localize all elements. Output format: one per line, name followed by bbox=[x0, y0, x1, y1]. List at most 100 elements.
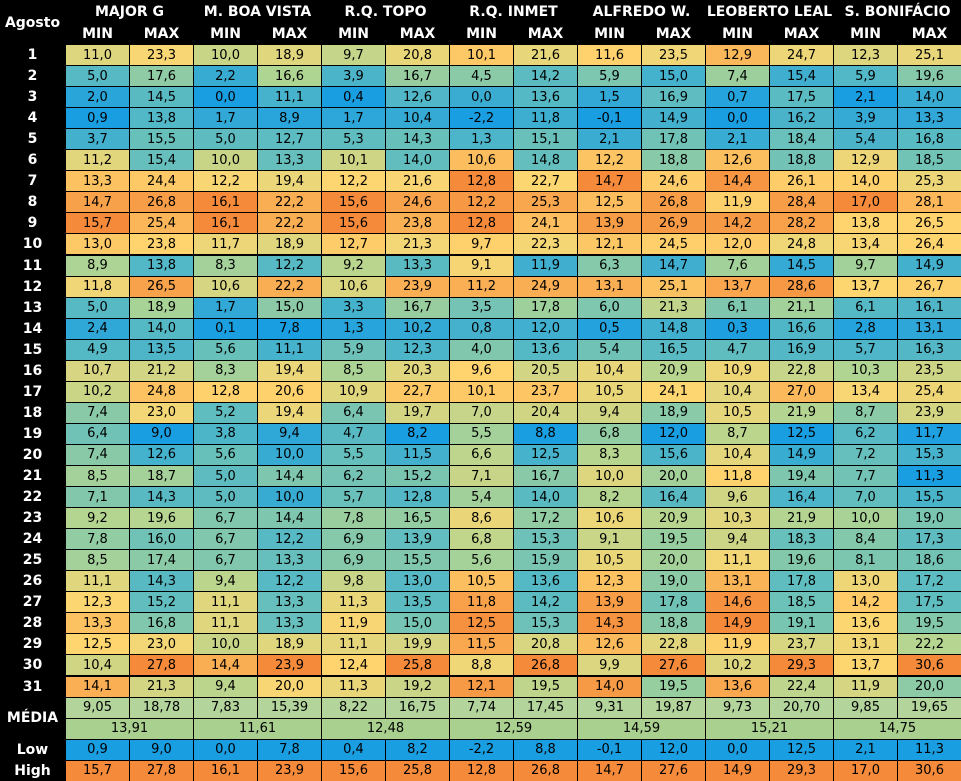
data-cell: 14,2 bbox=[834, 592, 897, 613]
data-cell: 14,9 bbox=[706, 613, 769, 634]
data-cell: 15,5 bbox=[130, 129, 193, 150]
subcolumn-header: MAX bbox=[770, 23, 833, 44]
data-cell: 10,3 bbox=[834, 360, 897, 381]
data-cell: 9,2 bbox=[66, 508, 129, 529]
day-label: 8 bbox=[1, 192, 64, 213]
data-cell: 6,0 bbox=[578, 297, 641, 318]
data-cell: 7,8 bbox=[322, 508, 385, 529]
data-cell: 11,7 bbox=[898, 423, 961, 444]
data-cell: 16,1 bbox=[898, 297, 961, 318]
data-cell: 17,5 bbox=[770, 87, 833, 108]
data-cell: 19,5 bbox=[898, 613, 961, 634]
data-cell: 16,9 bbox=[770, 339, 833, 360]
data-cell: 9,7 bbox=[450, 234, 513, 255]
high-cell: 23,9 bbox=[258, 760, 321, 781]
data-cell: 13,7 bbox=[706, 276, 769, 297]
data-cell: 24,1 bbox=[514, 213, 577, 234]
data-cell: 16,9 bbox=[642, 87, 705, 108]
data-cell: 14,8 bbox=[642, 318, 705, 339]
data-cell: 20,5 bbox=[514, 360, 577, 381]
data-cell: 14,6 bbox=[706, 592, 769, 613]
data-cell: 5,5 bbox=[450, 423, 513, 444]
data-cell: 14,7 bbox=[642, 255, 705, 276]
data-cell: 5,4 bbox=[450, 487, 513, 508]
data-cell: 25,1 bbox=[642, 276, 705, 297]
station-header: LEOBERTO LEAL bbox=[706, 1, 833, 22]
data-cell: 20,3 bbox=[386, 360, 449, 381]
data-cell: 12,3 bbox=[386, 339, 449, 360]
data-cell: 5,9 bbox=[578, 66, 641, 87]
data-cell: 21,3 bbox=[642, 297, 705, 318]
day-label: 31 bbox=[1, 676, 64, 697]
data-cell: 15,5 bbox=[898, 487, 961, 508]
data-cell: 5,7 bbox=[322, 487, 385, 508]
mean-cell: 15,39 bbox=[258, 697, 321, 718]
data-cell: 17,8 bbox=[770, 571, 833, 592]
data-cell: 0,1 bbox=[194, 318, 257, 339]
data-cell: 3,5 bbox=[450, 297, 513, 318]
data-cell: 8,3 bbox=[578, 444, 641, 465]
day-label: 22 bbox=[1, 487, 64, 508]
data-cell: 24,9 bbox=[514, 276, 577, 297]
data-cell: 12,5 bbox=[514, 444, 577, 465]
combined-mean-cell: 14,59 bbox=[578, 718, 705, 739]
data-cell: 11,1 bbox=[194, 592, 257, 613]
data-cell: 21,6 bbox=[514, 45, 577, 66]
data-cell: 7,2 bbox=[834, 444, 897, 465]
data-cell: 8,3 bbox=[194, 360, 257, 381]
data-cell: 18,7 bbox=[130, 466, 193, 487]
combined-mean-cell: 12,48 bbox=[322, 718, 449, 739]
data-cell: 9,1 bbox=[450, 255, 513, 276]
data-cell: 8,6 bbox=[450, 508, 513, 529]
data-cell: 22,8 bbox=[770, 360, 833, 381]
data-cell: 7,6 bbox=[706, 255, 769, 276]
data-cell: 2,1 bbox=[834, 87, 897, 108]
data-cell: 13,9 bbox=[578, 592, 641, 613]
subcolumn-header: MIN bbox=[834, 23, 897, 44]
data-cell: 11,9 bbox=[834, 676, 897, 697]
data-cell: 18,6 bbox=[898, 550, 961, 571]
data-cell: 26,8 bbox=[642, 192, 705, 213]
data-cell: 26,8 bbox=[130, 192, 193, 213]
low-cell: -2,2 bbox=[450, 739, 513, 760]
data-cell: 10,5 bbox=[578, 550, 641, 571]
data-cell: 14,3 bbox=[578, 613, 641, 634]
subcolumn-header: MIN bbox=[66, 23, 129, 44]
high-cell: 16,1 bbox=[194, 760, 257, 781]
data-cell: 11,0 bbox=[66, 45, 129, 66]
data-cell: 23,3 bbox=[130, 45, 193, 66]
data-cell: 18,9 bbox=[258, 634, 321, 655]
low-cell: 11,3 bbox=[898, 739, 961, 760]
data-cell: 13,6 bbox=[514, 339, 577, 360]
data-cell: 5,9 bbox=[322, 339, 385, 360]
data-cell: 9,0 bbox=[130, 423, 193, 444]
data-cell: 13,5 bbox=[386, 592, 449, 613]
data-cell: 13,8 bbox=[834, 213, 897, 234]
data-cell: 22,4 bbox=[770, 676, 833, 697]
data-cell: 25,8 bbox=[386, 655, 449, 676]
data-cell: 13,3 bbox=[66, 613, 129, 634]
data-cell: 12,7 bbox=[322, 234, 385, 255]
data-cell: 9,4 bbox=[706, 529, 769, 550]
data-cell: 16,4 bbox=[642, 487, 705, 508]
data-cell: 20,8 bbox=[386, 45, 449, 66]
data-cell: 5,5 bbox=[322, 444, 385, 465]
data-cell: 12,0 bbox=[642, 423, 705, 444]
data-cell: 12,2 bbox=[194, 171, 257, 192]
mean-cell: 9,85 bbox=[834, 697, 897, 718]
data-cell: 20,0 bbox=[642, 466, 705, 487]
data-cell: 19,5 bbox=[514, 676, 577, 697]
data-cell: 5,6 bbox=[450, 550, 513, 571]
data-cell: 9,4 bbox=[258, 423, 321, 444]
day-label: 13 bbox=[1, 297, 64, 318]
data-cell: 24,8 bbox=[770, 234, 833, 255]
data-cell: 14,5 bbox=[770, 255, 833, 276]
data-cell: 13,3 bbox=[258, 550, 321, 571]
high-cell: 14,9 bbox=[706, 760, 769, 781]
high-cell: 30,6 bbox=[898, 760, 961, 781]
data-cell: 14,2 bbox=[514, 592, 577, 613]
data-cell: 17,6 bbox=[130, 66, 193, 87]
data-cell: 23,7 bbox=[770, 634, 833, 655]
subcolumn-header: MAX bbox=[898, 23, 961, 44]
